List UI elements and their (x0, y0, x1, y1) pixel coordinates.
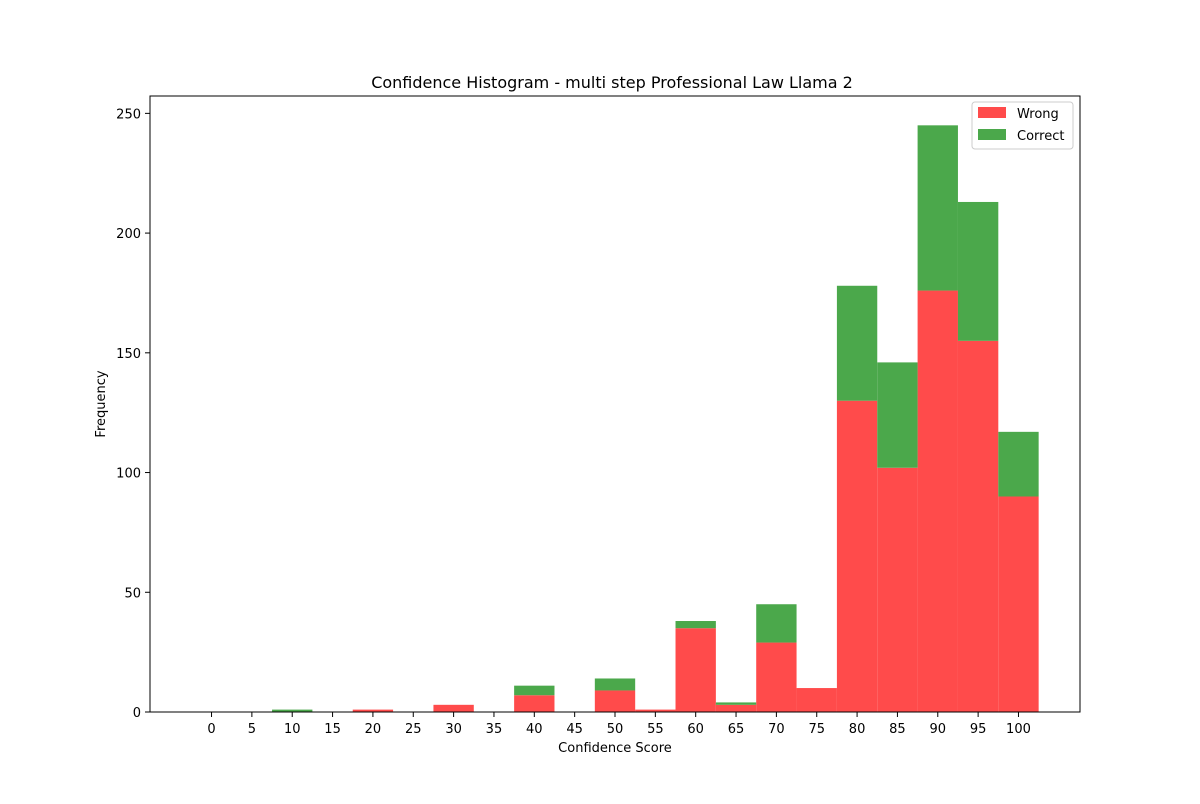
x-tick-label-85: 85 (889, 722, 906, 737)
bar-correct-40 (514, 685, 555, 696)
bar-correct-80 (836, 285, 878, 401)
bar-wrong-40 (514, 695, 555, 712)
bar-wrong-30 (433, 704, 474, 712)
x-tick-label-55: 55 (647, 722, 664, 737)
bar-wrong-85 (877, 467, 918, 712)
x-tick-label-45: 45 (566, 722, 583, 737)
legend-swatch-wrong (978, 107, 1006, 118)
x-tick-label-65: 65 (728, 722, 745, 737)
bar-wrong-80 (836, 400, 878, 712)
bar-wrong-75 (796, 688, 837, 712)
x-tick-label-75: 75 (808, 722, 825, 737)
x-tick-label-15: 15 (324, 722, 341, 737)
y-tick-label-250: 250 (116, 107, 141, 122)
bar-wrong-60 (675, 628, 716, 712)
legend-label-wrong: Wrong (1017, 107, 1059, 122)
x-tick-label-40: 40 (526, 722, 543, 737)
x-tick-label-90: 90 (930, 722, 947, 737)
x-tick-label-20: 20 (365, 722, 382, 737)
y-tick-label-200: 200 (116, 227, 141, 242)
bar-wrong-70 (756, 642, 797, 712)
x-axis-label: Confidence Score (558, 741, 672, 756)
y-axis: 0 50 100 150 200 250 (116, 107, 150, 721)
bar-correct-90 (917, 125, 958, 291)
x-tick-label-95: 95 (970, 722, 987, 737)
x-tick-label-60: 60 (687, 722, 704, 737)
bar-wrong-100 (998, 496, 1039, 712)
x-tick-label-100: 100 (1006, 722, 1031, 737)
x-axis: 0 5 10 15 20 25 30 35 40 45 50 55 60 65 70 75 80 85 90 95 10… (207, 712, 1031, 737)
x-tick-label-35: 35 (486, 722, 503, 737)
y-tick-label-50: 50 (124, 586, 141, 601)
x-tick-label-0: 0 (207, 722, 215, 737)
bar-wrong-95 (957, 340, 999, 712)
bar-wrong-50 (594, 690, 636, 712)
chart-title: Confidence Histogram - multi step Profes… (371, 73, 853, 92)
bar-wrong-65 (715, 704, 757, 712)
bar-correct-60 (675, 621, 716, 629)
x-tick-label-10: 10 (284, 722, 301, 737)
bar-correct-50 (594, 678, 636, 691)
bar-correct-95 (957, 201, 999, 341)
bar-wrong-20 (352, 709, 394, 712)
bar-wrong-55 (635, 709, 676, 712)
y-tick-label-100: 100 (116, 467, 141, 482)
legend: Wrong Correct (971, 101, 1074, 150)
x-tick-label-30: 30 (445, 722, 462, 737)
x-tick-label-25: 25 (405, 722, 422, 737)
bar-correct-100 (998, 431, 1039, 497)
bar-correct-10 (272, 709, 313, 712)
x-tick-label-70: 70 (768, 722, 785, 737)
x-tick-label-80: 80 (849, 722, 866, 737)
x-tick-label-5: 5 (248, 722, 256, 737)
bar-wrong-90 (917, 290, 958, 712)
legend-swatch-correct (978, 129, 1006, 140)
y-axis-label: Frequency (94, 370, 109, 437)
legend-label-correct: Correct (1017, 129, 1064, 144)
bar-correct-85 (877, 362, 918, 468)
y-tick-label-0: 0 (133, 706, 141, 721)
bar-correct-70 (756, 604, 797, 643)
x-tick-label-50: 50 (607, 722, 624, 737)
bars-layer (272, 125, 1039, 712)
bar-correct-65 (715, 702, 757, 705)
y-tick-label-150: 150 (116, 347, 141, 362)
